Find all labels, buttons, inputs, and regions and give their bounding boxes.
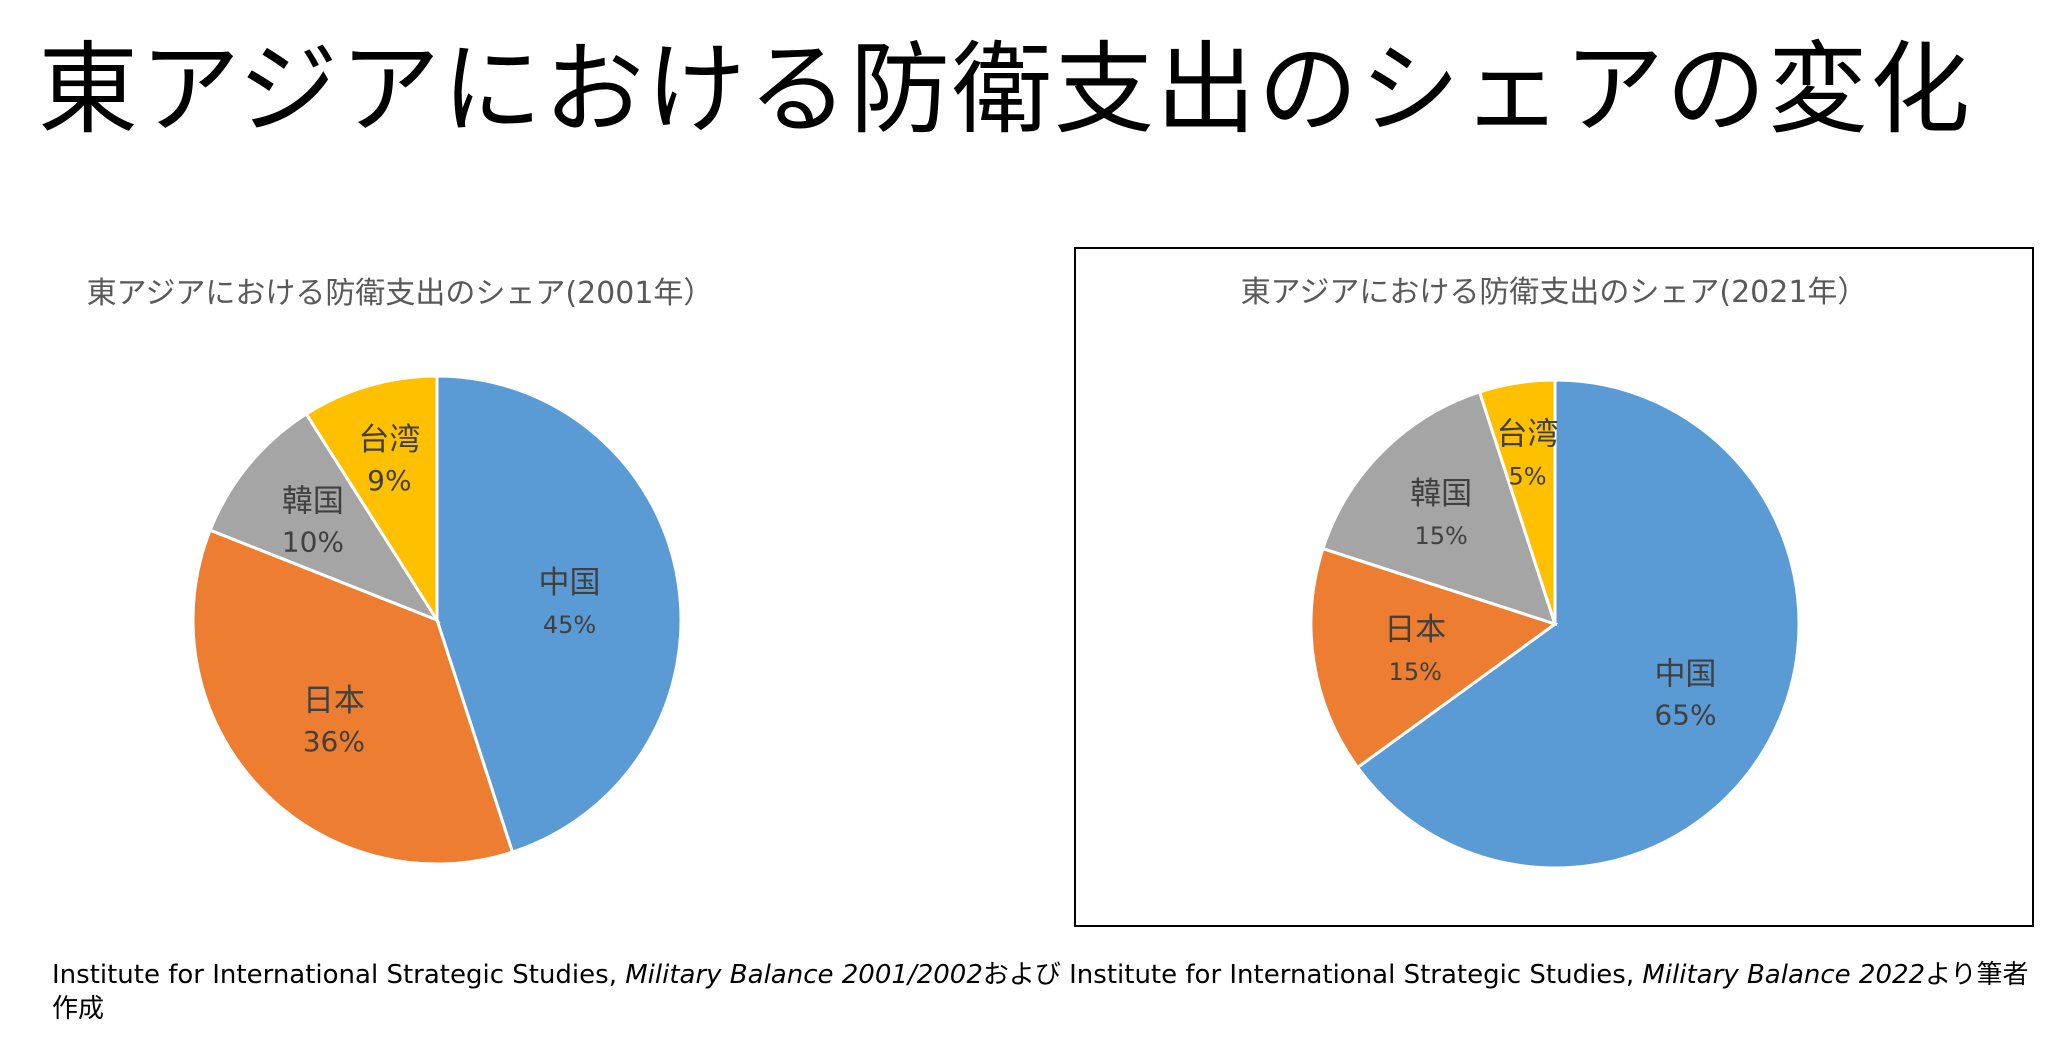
- page-title: 東アジアにおける防衛支出のシェアの変化: [38, 31, 1972, 148]
- pie-slice: [191, 528, 515, 866]
- pie-svg: 中国 45% 日本 36% 韓国 10% 台湾 9%: [191, 374, 683, 866]
- slice-category-label: 日本: [1384, 612, 1446, 648]
- pie-chart-2021: 東アジアにおける防衛支出のシェア(2021年） 中国 65% 日本 15% 韓国 15% 台…: [1074, 247, 2034, 927]
- slice-value-label: 9%: [367, 464, 411, 497]
- slice-value-label: 65%: [1654, 698, 1716, 731]
- slice-category-label: 中国: [539, 565, 601, 601]
- slice-value-label: 45%: [543, 611, 596, 639]
- slice-value-label: 5%: [1508, 462, 1546, 490]
- source-note: Institute for International Strategic St…: [52, 958, 2042, 1026]
- chart-title: 東アジアにおける防衛支出のシェア(2001年）: [86, 276, 714, 311]
- slice-category-label: 中国: [1654, 656, 1716, 692]
- slice-value-label: 36%: [303, 725, 365, 758]
- slice-value-label: 15%: [1389, 658, 1442, 686]
- slice-category-label: 台湾: [1497, 416, 1559, 452]
- source-work-2: Military Balance 2022: [1642, 960, 1926, 990]
- source-suffix: より筆者作成: [52, 960, 2029, 1024]
- slice-category-label: 韓国: [1410, 476, 1472, 512]
- slice-category-label: 韓国: [282, 483, 344, 519]
- slice-category-label: 日本: [303, 683, 365, 719]
- pie-svg: 中国 65% 日本 15% 韓国 15% 台湾 5%: [1309, 378, 1801, 870]
- chart-title: 東アジアにおける防衛支出のシェア(2021年）: [1240, 275, 1868, 310]
- slice-value-label: 10%: [282, 525, 344, 558]
- pie-slice: [1309, 546, 1559, 770]
- source-work-1: Military Balance 2001/2002: [625, 960, 983, 990]
- slice-category-label: 台湾: [358, 422, 420, 458]
- pie-slice: [304, 374, 439, 626]
- pie-slice: [1355, 378, 1801, 870]
- pie-slice: [435, 374, 683, 854]
- source-prefix: Institute for International Strategic St…: [52, 960, 626, 990]
- pie-slice: [208, 411, 441, 624]
- pie-chart-2001: 東アジアにおける防衛支出のシェア(2001年） 中国 45% 日本 36% 韓国 10% 台…: [60, 248, 940, 938]
- source-joiner: および Institute for International Strategi…: [982, 960, 1643, 990]
- slice-value-label: 15%: [1414, 522, 1467, 550]
- pie-slice: [1477, 378, 1557, 625]
